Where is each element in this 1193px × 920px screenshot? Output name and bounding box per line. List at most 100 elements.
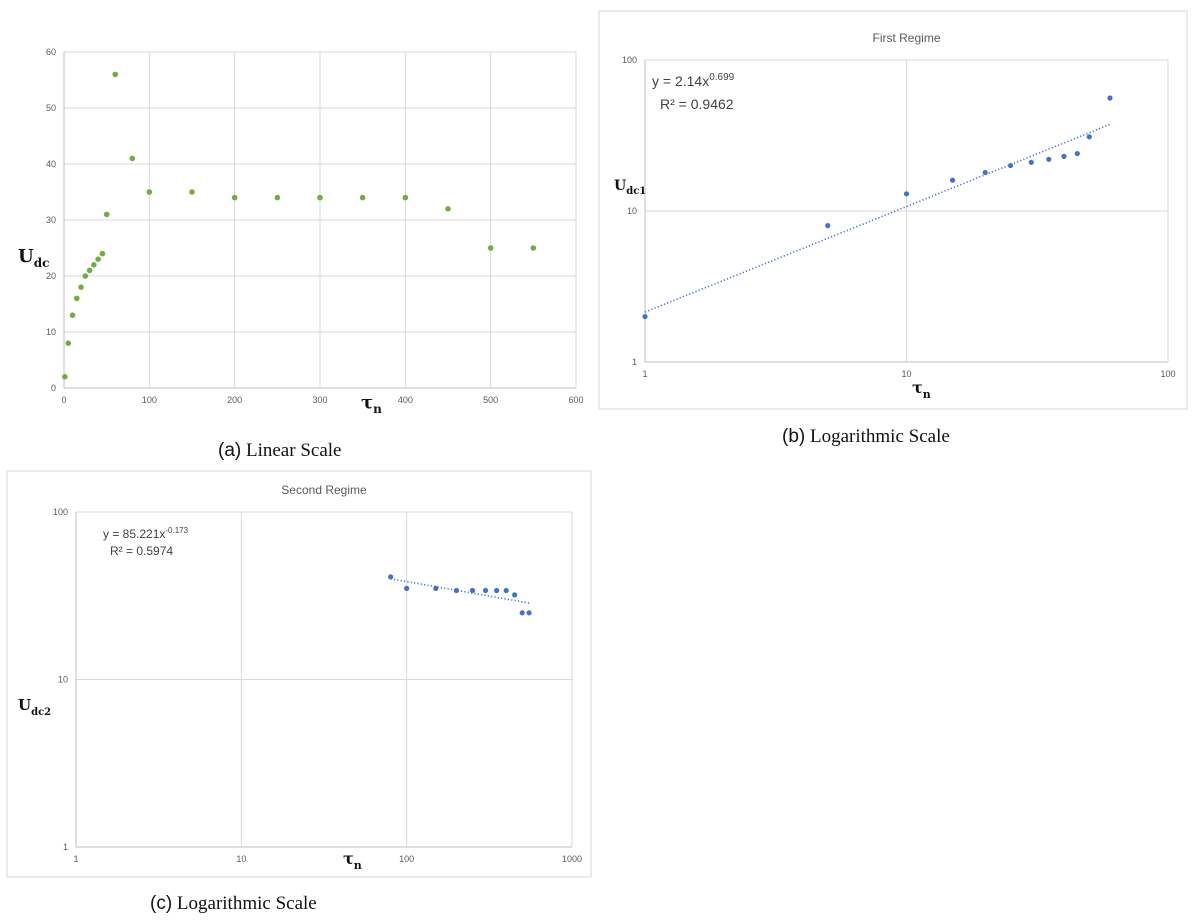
chart-c-data-point bbox=[433, 585, 439, 591]
chart-b-r-squared: R² = 0.9462 bbox=[660, 96, 734, 112]
chart-b-xtick-label: 10 bbox=[901, 369, 911, 379]
caption-c-label: (c) bbox=[150, 893, 173, 914]
caption-b: (b) Logarithmic Scale bbox=[782, 426, 950, 448]
caption-a-label: (a) bbox=[218, 440, 242, 461]
chart-a-data-point bbox=[359, 194, 366, 201]
chart-c-ytick-label: 100 bbox=[53, 507, 68, 517]
chart-a-data-point bbox=[487, 245, 494, 251]
chart-b-data-point bbox=[1028, 159, 1034, 165]
caption-b-text: Logarithmic Scale bbox=[809, 426, 950, 447]
chart-a-xtick-label: 300 bbox=[312, 395, 327, 405]
chart-c-data-point bbox=[526, 610, 532, 616]
caption-c-text: Logarithmic Scale bbox=[176, 893, 317, 914]
chart-c-group: 1 10 100 1 10 100 1000 Second Regime y = 85.221x… bbox=[6, 470, 592, 878]
chart-a-data-point bbox=[74, 295, 80, 302]
chart-a-data-point bbox=[274, 194, 281, 201]
chart-a-data-point bbox=[317, 194, 323, 201]
chart-b-data-point bbox=[1046, 156, 1052, 162]
chart-b-title: First Regime bbox=[872, 31, 940, 45]
chart-a-xtick-label: 0 bbox=[61, 395, 66, 405]
chart-b-data-point bbox=[1074, 150, 1080, 157]
chart-a-xtick-label: 600 bbox=[568, 395, 583, 405]
chart-b-data-point bbox=[949, 177, 956, 183]
chart-a-data-point bbox=[146, 189, 153, 195]
chart-c-ytick-label: 10 bbox=[58, 675, 68, 685]
chart-b-data-point bbox=[1061, 153, 1067, 159]
chart-b-data-point bbox=[982, 169, 988, 176]
chart-c-xtick-label: 1 bbox=[73, 854, 78, 864]
caption-a: (a) Linear Scale bbox=[218, 440, 341, 462]
chart-c-data-point bbox=[404, 585, 410, 591]
chart-c-frame bbox=[6, 470, 592, 878]
chart-c-data-point bbox=[388, 574, 394, 580]
chart-a-ytick-label: 50 bbox=[46, 103, 56, 113]
chart-a-data-point bbox=[189, 189, 195, 195]
chart-a-ytick-label: 60 bbox=[46, 47, 56, 57]
chart-b-data-point bbox=[1086, 134, 1092, 140]
chart-a-data-point bbox=[86, 267, 93, 274]
chart-a-data-point bbox=[95, 256, 101, 262]
chart-b-frame bbox=[598, 10, 1188, 410]
chart-b-y-axis-label: Udc1 bbox=[614, 178, 646, 197]
chart-a-xtick-label: 500 bbox=[483, 395, 498, 405]
chart-c-data-point bbox=[512, 592, 518, 598]
chart-b-data-point bbox=[642, 313, 648, 320]
chart-a-data-point bbox=[402, 194, 409, 201]
chart-b-svg: 1 10 100 1 10 100 First Regime y = 2.14x0.699 R²… bbox=[598, 10, 1188, 410]
chart-a-data-point bbox=[530, 245, 537, 251]
chart-b-xtick-label: 100 bbox=[1160, 369, 1175, 379]
chart-c-xtick-label: 100 bbox=[399, 854, 414, 864]
chart-b-x-axis-label: τn bbox=[912, 378, 931, 401]
chart-a-data-point bbox=[231, 194, 238, 201]
chart-b-ytick-label: 10 bbox=[627, 206, 637, 216]
chart-a-data-point bbox=[69, 312, 76, 319]
chart-c-equation: y = 85.221x-0.173 bbox=[103, 526, 189, 541]
chart-a-data-point bbox=[445, 206, 451, 212]
chart-c-ytick-label: 1 bbox=[63, 842, 68, 852]
chart-a-ytick-label: 0 bbox=[51, 383, 56, 393]
chart-a-ytick-label: 40 bbox=[46, 159, 56, 169]
chart-a-y-axis-label: Udc bbox=[18, 246, 49, 270]
chart-c-svg: 1 10 100 1 10 100 1000 Second Regime y = 85.221x… bbox=[6, 470, 592, 878]
chart-b-equation: y = 2.14x0.699 bbox=[652, 72, 735, 89]
chart-b-data-point bbox=[1007, 162, 1014, 169]
chart-a-data-point bbox=[99, 250, 106, 257]
chart-c-data-point bbox=[519, 610, 525, 616]
chart-b-data-point bbox=[903, 191, 910, 197]
chart-b-xtick-label: 1 bbox=[642, 369, 647, 379]
chart-a-ytick-label: 10 bbox=[46, 327, 56, 337]
chart-a-ytick-label: 30 bbox=[46, 215, 56, 225]
chart-b-group: 1 10 100 1 10 100 First Regime y = 2.14x0.699 R²… bbox=[598, 10, 1188, 410]
chart-c-y-axis-label: Udc2 bbox=[18, 696, 51, 718]
chart-c-xtick-label: 1000 bbox=[562, 854, 582, 864]
chart-c-data-point bbox=[494, 587, 500, 594]
chart-c-r-squared: R² = 0.5974 bbox=[110, 544, 173, 558]
chart-linear-scale: 0 10 20 30 40 50 60 0 100 200 300 400 500 600 τn Udc bbox=[6, 10, 598, 426]
chart-c-x-axis-label: τn bbox=[343, 849, 362, 872]
chart-c-data-point bbox=[503, 587, 509, 594]
chart-b-data-point bbox=[1107, 95, 1113, 101]
chart-a-xtick-label: 400 bbox=[398, 395, 413, 405]
chart-a-data-point bbox=[78, 284, 84, 291]
chart-first-regime: 1 10 100 1 10 100 First Regime y = 2.14x0.699 R²… bbox=[598, 10, 1188, 410]
caption-c: (c) Logarithmic Scale bbox=[150, 893, 317, 915]
chart-c-title: Second Regime bbox=[281, 483, 367, 497]
chart-a-xtick-label: 200 bbox=[227, 395, 242, 405]
chart-a-data-point bbox=[65, 340, 72, 347]
chart-a-data-point bbox=[82, 273, 89, 279]
chart-b-data-point bbox=[825, 223, 831, 229]
chart-a-data-point bbox=[91, 262, 97, 268]
chart-c-xtick-label: 10 bbox=[236, 854, 246, 864]
chart-b-trendline bbox=[644, 123, 1111, 313]
caption-a-text: Linear Scale bbox=[245, 440, 342, 461]
chart-b-ytick-label: 100 bbox=[622, 55, 637, 65]
chart-b-ytick-label: 1 bbox=[632, 357, 637, 367]
chart-a-data-point bbox=[129, 155, 136, 162]
chart-a-x-axis-label: τn bbox=[361, 392, 382, 416]
chart-a-data-point bbox=[62, 374, 68, 380]
chart-a-xtick-label: 100 bbox=[142, 395, 157, 405]
caption-b-label: (b) bbox=[782, 426, 806, 447]
chart-c-data-point bbox=[482, 587, 489, 594]
